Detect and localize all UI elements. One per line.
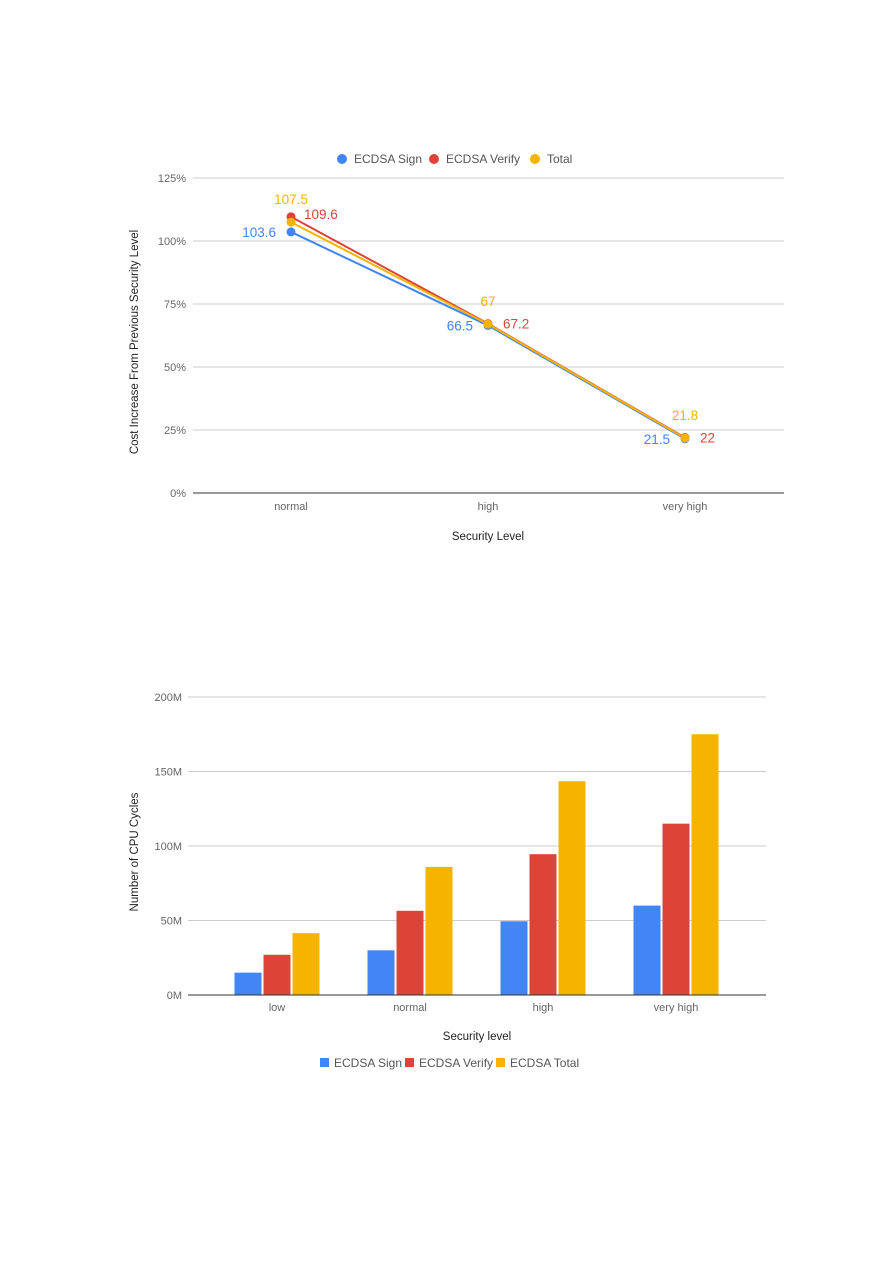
bar (263, 954, 291, 995)
data-point (483, 319, 493, 329)
x-tick-label: normal (393, 1002, 427, 1014)
bar (500, 921, 528, 995)
x-tick-label: very high (654, 1002, 699, 1014)
legend-label: Total (547, 152, 572, 166)
data-point (286, 217, 296, 227)
legend-label: ECDSA Total (510, 1056, 579, 1070)
legend-marker (320, 1058, 329, 1067)
legend-marker (429, 154, 439, 164)
y-tick-label: 75% (164, 299, 186, 311)
y-tick-label: 0% (170, 488, 186, 500)
y-tick-label: 125% (158, 173, 186, 185)
y-axis-title: Number of CPU Cycles (129, 792, 141, 911)
legend-label: ECDSA Sign (334, 1056, 402, 1070)
bar (691, 734, 719, 995)
bar (529, 854, 557, 995)
x-tick-label: normal (274, 501, 308, 513)
data-label: 67 (480, 294, 495, 309)
y-tick-label: 100% (158, 236, 186, 248)
data-label: 107.5 (274, 192, 308, 207)
data-label: 21.5 (644, 432, 670, 447)
bar (367, 950, 395, 995)
y-axis-title: Cost Increase From Previous Security Lev… (129, 230, 141, 454)
y-tick-label: 50% (164, 362, 186, 374)
data-label: 109.6 (304, 207, 338, 222)
x-tick-label: low (269, 1002, 286, 1014)
series-line (290, 231, 686, 440)
legend-marker (405, 1058, 414, 1067)
bar-chart: 0M 50M 100M 150M 200M low normal high very high S… (129, 692, 766, 1070)
bar (396, 910, 424, 995)
bar (558, 781, 586, 995)
y-tick-label: 25% (164, 425, 186, 437)
bar (633, 905, 661, 995)
data-point (680, 433, 690, 443)
y-tick-label: 0M (167, 990, 182, 1002)
x-tick-label: very high (663, 501, 708, 513)
x-tick-label: high (533, 1002, 554, 1014)
data-label: 22 (700, 431, 715, 446)
x-axis-title: Security level (443, 1031, 511, 1043)
legend-label: ECDSA Verify (446, 152, 520, 166)
bar (292, 933, 320, 995)
y-tick-label: 50M (161, 916, 182, 928)
legend-marker (337, 154, 347, 164)
legend-marker (530, 154, 540, 164)
data-label: 66.5 (447, 318, 473, 333)
legend-marker (496, 1058, 505, 1067)
legend-label: ECDSA Sign (354, 152, 422, 166)
x-axis-title: Security Level (452, 531, 524, 543)
bar (425, 866, 453, 995)
line-chart: 0% 25% 50% 75% 100% 125% normal high very high Se… (129, 152, 784, 543)
bar (234, 972, 262, 995)
data-label: 103.6 (242, 225, 276, 240)
y-tick-label: 200M (154, 692, 182, 704)
legend-label: ECDSA Verify (419, 1056, 493, 1070)
data-label: 21.8 (672, 408, 698, 423)
bar (662, 823, 690, 995)
x-tick-label: high (478, 501, 499, 513)
y-tick-label: 100M (154, 841, 182, 853)
data-point (286, 227, 296, 237)
y-tick-label: 150M (154, 767, 182, 779)
data-label: 67.2 (503, 317, 529, 332)
